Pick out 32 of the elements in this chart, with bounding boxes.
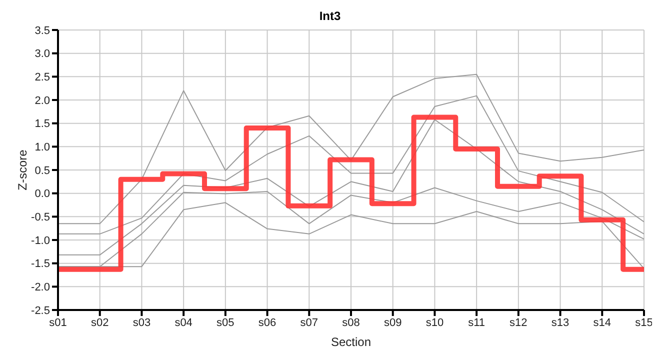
y-tick-label: 3.5 — [34, 24, 50, 37]
x-tick-label: s12 — [510, 316, 528, 329]
line-series — [58, 95, 644, 234]
x-tick-label: s03 — [132, 316, 151, 329]
y-tick-label: 2.0 — [34, 94, 50, 107]
y-tick-label: -2.0 — [31, 282, 50, 294]
x-tick-label: s04 — [174, 316, 192, 329]
chart-title: Int3 — [318, 8, 342, 24]
x-axis-title: Section — [330, 335, 372, 349]
y-tick-label: -1.0 — [31, 234, 50, 247]
x-tick-label: s13 — [551, 316, 570, 329]
x-tick-label: s10 — [426, 316, 444, 329]
y-tick-label: 0.5 — [34, 164, 50, 177]
x-tick-label: s09 — [384, 316, 402, 329]
x-tick-label: s07 — [300, 316, 318, 329]
x-tick-label: s02 — [90, 316, 109, 329]
y-axis-title: Z-score — [15, 149, 30, 190]
line-series — [58, 74, 644, 224]
y-tick-label: 2.5 — [34, 72, 50, 84]
x-tick-label: s06 — [258, 316, 276, 329]
y-tick-label: -0.5 — [31, 212, 50, 224]
y-tick-label: 0.0 — [34, 188, 50, 200]
x-tick-label: s14 — [593, 316, 612, 329]
x-tick-label: s05 — [216, 316, 234, 329]
y-tick-label: 1.5 — [34, 118, 50, 130]
y-tick-label: -1.5 — [31, 258, 50, 270]
x-tick-label: s08 — [342, 316, 360, 329]
y-tick-label: -2.5 — [31, 304, 50, 317]
x-tick-label: s11 — [468, 316, 486, 329]
x-tick-label: s01 — [49, 316, 67, 329]
y-tick-label: 1.0 — [34, 142, 50, 154]
y-tick-label: 3.0 — [34, 48, 50, 60]
